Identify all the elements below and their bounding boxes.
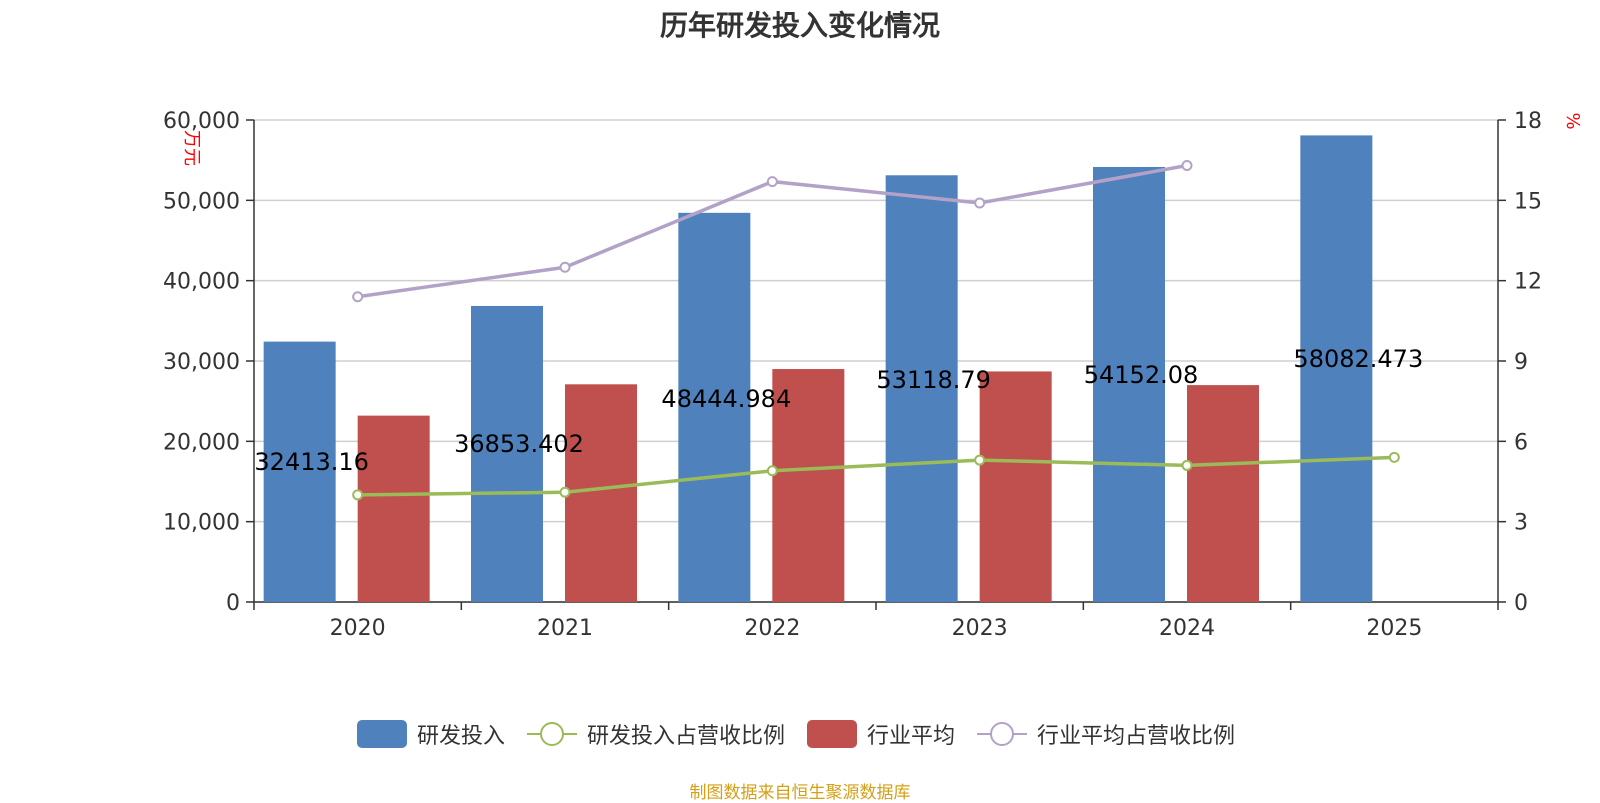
data-label: 53118.79 xyxy=(876,366,991,394)
data-label: 32413.16 xyxy=(254,448,369,476)
point-研发投入占营收比例 xyxy=(974,454,986,466)
legend-label: 研发投入 xyxy=(416,724,505,749)
y-left-tick-label: 0 xyxy=(226,591,240,616)
legend-item[interactable]: 研发投入占营收比例 xyxy=(526,718,785,750)
y-right-tick-label: 18 xyxy=(1514,109,1542,134)
point-行业平均占营收比例 xyxy=(352,291,364,303)
legend-label: 研发投入占营收比例 xyxy=(586,724,785,749)
x-tick-label: 2025 xyxy=(1366,616,1422,641)
x-tick-label: 2021 xyxy=(537,616,593,641)
point-研发投入占营收比例 xyxy=(352,489,364,501)
point-研发投入占营收比例 xyxy=(559,486,571,498)
y-right-tick-label: 15 xyxy=(1514,189,1542,214)
bar-研发投入 xyxy=(263,341,336,602)
legend-label: 行业平均 xyxy=(867,724,956,749)
data-label: 58082.473 xyxy=(1293,345,1423,373)
x-tick-label: 2020 xyxy=(330,616,386,641)
y-left-tick-label: 20,000 xyxy=(163,430,240,455)
bar-行业平均 xyxy=(979,371,1052,602)
chart-canvas: 010,00020,00030,00040,00050,00060,000036… xyxy=(163,109,1583,641)
bar-研发投入 xyxy=(1093,166,1165,603)
x-tick-label: 2023 xyxy=(952,616,1008,641)
data-label: 36853.402 xyxy=(454,430,584,458)
bar-研发投入 xyxy=(885,175,958,602)
y-right-axis-label: % xyxy=(1562,112,1583,129)
chart-title: 历年研发投入变化情况 xyxy=(659,9,940,42)
legend-item[interactable]: 行业平均占营收比例 xyxy=(977,718,1235,750)
legend-line-swatch xyxy=(526,720,577,748)
legend-bar-swatch xyxy=(356,720,407,748)
point-行业平均占营收比例 xyxy=(559,261,571,273)
y-left-tick-label: 60,000 xyxy=(163,109,240,134)
legend-bar-swatch xyxy=(807,720,857,748)
x-tick-label: 2024 xyxy=(1159,616,1215,641)
y-left-tick-label: 40,000 xyxy=(163,270,240,295)
data-label: 54152.08 xyxy=(1084,361,1199,389)
y-right-tick-label: 6 xyxy=(1514,430,1528,455)
bar-行业平均 xyxy=(357,415,430,602)
point-研发投入占营收比例 xyxy=(1181,459,1193,471)
y-left-tick-label: 30,000 xyxy=(163,350,240,375)
legend-line-swatch xyxy=(977,720,1028,748)
bar-研发投入 xyxy=(678,212,751,602)
data-label: 48444.984 xyxy=(661,385,791,413)
legend[interactable]: 研发投入 研发投入占营收比例 行业平均 行业平均占营收比例 xyxy=(0,718,1600,750)
point-行业平均占营收比例 xyxy=(1181,160,1193,172)
bar-行业平均 xyxy=(565,384,637,602)
bar-研发投入 xyxy=(1300,135,1373,603)
point-研发投入占营收比例 xyxy=(1388,451,1400,463)
y-left-tick-label: 10,000 xyxy=(163,511,240,536)
y-right-tick-label: 0 xyxy=(1514,591,1528,616)
legend-item[interactable]: 研发投入 xyxy=(356,718,505,750)
y-right-tick-label: 12 xyxy=(1514,270,1542,295)
y-right-tick-label: 9 xyxy=(1514,350,1528,375)
bar-行业平均 xyxy=(1187,385,1259,602)
legend-item[interactable]: 行业平均 xyxy=(807,718,955,750)
point-行业平均占营收比例 xyxy=(766,176,778,188)
source-note: 制图数据来自恒生聚源数据库 xyxy=(689,783,911,803)
y-left-axis-label: 万元 xyxy=(181,130,202,166)
line-研发投入占营收比例 xyxy=(357,455,1395,497)
y-left-tick-label: 50,000 xyxy=(163,189,240,214)
legend-label: 行业平均占营收比例 xyxy=(1037,724,1236,749)
y-right-tick-label: 3 xyxy=(1514,511,1528,536)
point-行业平均占营收比例 xyxy=(974,197,986,209)
x-tick-label: 2022 xyxy=(744,616,800,641)
bar-研发投入 xyxy=(471,305,543,602)
bar-行业平均 xyxy=(772,369,845,602)
point-研发投入占营收比例 xyxy=(766,465,778,477)
